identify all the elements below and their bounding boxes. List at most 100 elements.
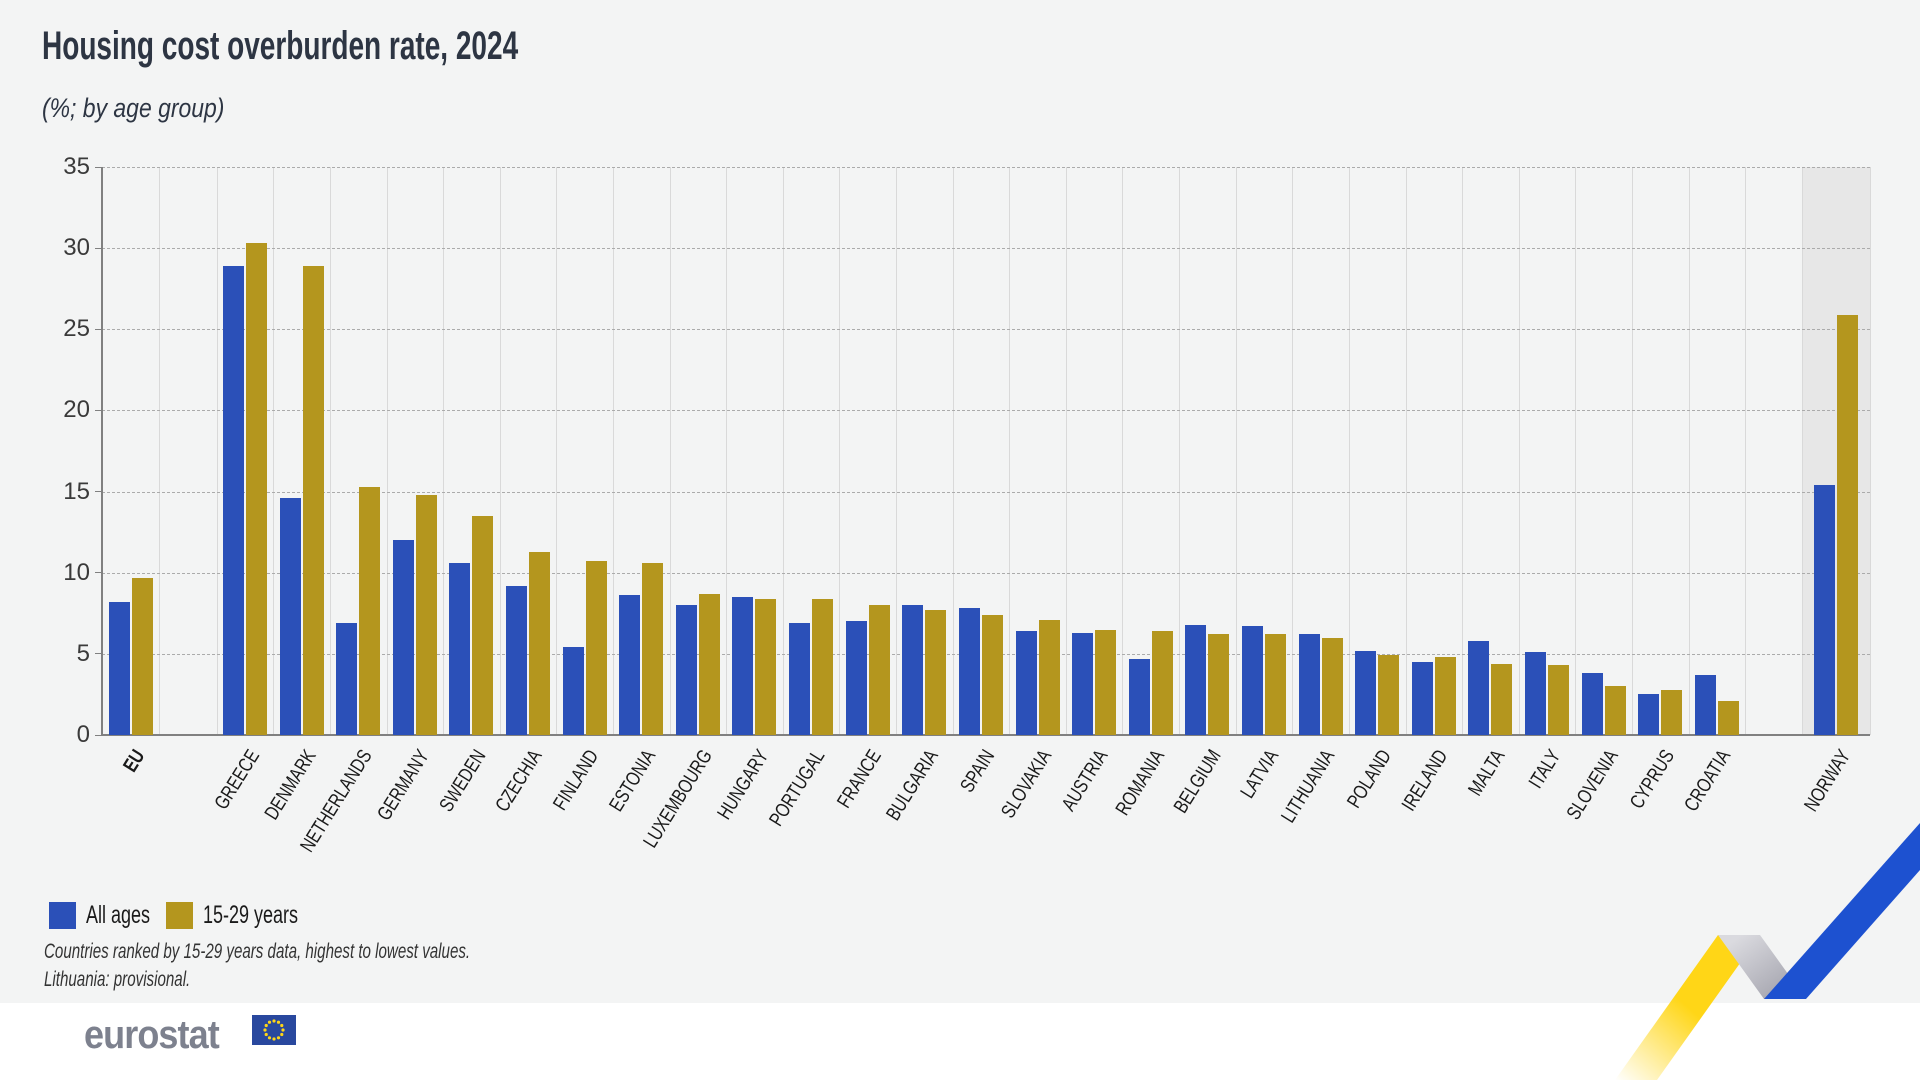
bar-all-ages-malta bbox=[1468, 640, 1490, 735]
eurostat-logo: eurostat bbox=[84, 1013, 220, 1057]
country-label: BULGARIA bbox=[882, 746, 943, 825]
bar-all-ages-austria bbox=[1072, 632, 1094, 735]
flag-star bbox=[272, 1019, 276, 1023]
gridline-h bbox=[102, 572, 1870, 574]
gridline-v bbox=[1689, 167, 1690, 735]
flag-star bbox=[264, 1023, 268, 1028]
gridline-v bbox=[1236, 167, 1237, 735]
country-label: ESTONIA bbox=[605, 746, 660, 816]
bar-15-29-years-netherlands bbox=[359, 486, 381, 735]
bar-15-29-years-lithuania bbox=[1321, 637, 1343, 735]
country-label: NORWAY bbox=[1799, 746, 1855, 816]
legend-label: All ages bbox=[86, 901, 151, 929]
bar-15-29-years-belgium bbox=[1208, 634, 1230, 735]
bar-all-ages-spain bbox=[958, 608, 980, 735]
bar-all-ages-norway bbox=[1814, 485, 1835, 735]
bar-15-29-years-latvia bbox=[1264, 634, 1286, 735]
legend-swatch-all-ages bbox=[49, 902, 76, 929]
bar-all-ages-denmark bbox=[279, 498, 301, 735]
flag-star bbox=[264, 1032, 268, 1037]
bar-all-ages-estonia bbox=[619, 595, 641, 735]
bar-all-ages-croatia bbox=[1694, 674, 1716, 735]
country-label: DENMARK bbox=[260, 746, 321, 824]
bar-all-ages-cyprus bbox=[1638, 694, 1660, 735]
country-label: SLOVENIA bbox=[1562, 746, 1623, 824]
y-axis-tick bbox=[95, 409, 102, 411]
bar-15-29-years-croatia bbox=[1717, 700, 1739, 735]
country-label: CYPRUS bbox=[1625, 746, 1679, 813]
flag-star bbox=[267, 1020, 272, 1024]
gridline-v bbox=[1632, 167, 1633, 735]
bar-all-ages-france bbox=[845, 621, 867, 735]
y-axis-tick bbox=[95, 653, 102, 655]
bar-15-29-years-bulgaria bbox=[925, 610, 947, 735]
bar-15-29-years-finland bbox=[585, 561, 607, 735]
bar-15-29-years-denmark bbox=[302, 265, 324, 735]
y-axis-tick bbox=[95, 328, 102, 330]
bar-all-ages-czechia bbox=[506, 585, 528, 735]
y-axis-label: 10 bbox=[63, 558, 90, 586]
bar-all-ages-poland bbox=[1355, 650, 1377, 735]
bar-all-ages-greece bbox=[223, 265, 244, 735]
bar-15-29-years-malta bbox=[1491, 663, 1513, 735]
bar-all-ages-slovakia bbox=[1015, 631, 1037, 735]
y-axis-label: 5 bbox=[76, 639, 90, 667]
bar-all-ages-germany bbox=[392, 540, 414, 735]
flag-star bbox=[267, 1036, 272, 1040]
y-axis-tick bbox=[95, 491, 102, 493]
bar-15-29-years-greece bbox=[246, 243, 267, 735]
legend-label: 15-29 years bbox=[203, 901, 299, 929]
bar-all-ages-hungary bbox=[732, 597, 754, 735]
gridline-v bbox=[953, 167, 954, 735]
gridline-v bbox=[1009, 167, 1010, 735]
gridline-v bbox=[330, 167, 331, 735]
y-axis-label: 20 bbox=[63, 396, 90, 424]
gridline-v bbox=[783, 167, 784, 735]
country-label: HUNGARY bbox=[713, 746, 774, 824]
footer-strip: eurostat bbox=[0, 1003, 1920, 1080]
country-label: MALTA bbox=[1464, 746, 1510, 800]
bar-all-ages-belgium bbox=[1185, 624, 1207, 735]
country-label: LATVIA bbox=[1236, 746, 1283, 803]
highlight-band bbox=[1802, 167, 1870, 735]
y-axis bbox=[101, 167, 103, 736]
flag-star bbox=[272, 1037, 276, 1041]
bar-all-ages-eu bbox=[108, 601, 130, 735]
y-axis-label: 25 bbox=[63, 315, 90, 343]
flag-star bbox=[276, 1020, 281, 1024]
flag-star bbox=[281, 1028, 285, 1032]
gridline-v bbox=[1122, 167, 1123, 735]
country-label: FINLAND bbox=[549, 746, 604, 815]
bar-all-ages-netherlands bbox=[336, 623, 358, 735]
gridline-v bbox=[1179, 167, 1180, 735]
gridline-v bbox=[1292, 167, 1293, 735]
bar-15-29-years-austria bbox=[1095, 629, 1117, 735]
legend-item-15-29-years: 15-29 years bbox=[166, 901, 335, 930]
country-label: AUSTRIA bbox=[1058, 746, 1113, 816]
country-label: SLOVAKIA bbox=[997, 746, 1057, 823]
bar-15-29-years-germany bbox=[415, 494, 437, 735]
bar-15-29-years-eu bbox=[131, 577, 153, 735]
eu-flag-icon bbox=[252, 1015, 296, 1045]
legend-item-all-ages: All ages bbox=[49, 901, 175, 930]
bar-15-29-years-italy bbox=[1548, 665, 1570, 735]
gridline-v bbox=[500, 167, 501, 735]
country-label: POLAND bbox=[1343, 746, 1396, 813]
gridline-v bbox=[556, 167, 557, 735]
country-label: BELGIUM bbox=[1170, 746, 1227, 818]
bar-15-29-years-slovakia bbox=[1038, 619, 1060, 735]
flag-star bbox=[263, 1028, 267, 1032]
country-label: EU bbox=[119, 746, 150, 777]
gridline-v bbox=[726, 167, 727, 735]
gridline-v bbox=[1802, 167, 1803, 735]
bar-all-ages-bulgaria bbox=[902, 605, 924, 735]
flag-star bbox=[276, 1036, 281, 1040]
bar-15-29-years-poland bbox=[1378, 655, 1400, 735]
gridline-h bbox=[102, 248, 1870, 250]
gridline-v bbox=[1575, 167, 1576, 735]
country-label: GERMANY bbox=[373, 746, 434, 825]
bar-15-29-years-norway bbox=[1837, 314, 1858, 735]
gridline-v bbox=[1349, 167, 1350, 735]
bar-15-29-years-portugal bbox=[812, 598, 834, 735]
gridline-v bbox=[613, 167, 614, 735]
